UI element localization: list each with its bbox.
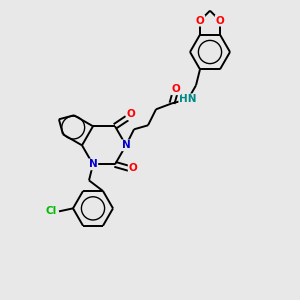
Text: HN: HN [179,94,197,104]
Text: O: O [129,164,137,173]
Text: O: O [172,84,180,94]
Text: N: N [88,159,98,170]
Text: O: O [196,16,204,26]
Text: Cl: Cl [45,206,57,216]
Text: O: O [127,109,135,119]
Text: O: O [216,16,224,26]
Text: N: N [122,140,130,150]
